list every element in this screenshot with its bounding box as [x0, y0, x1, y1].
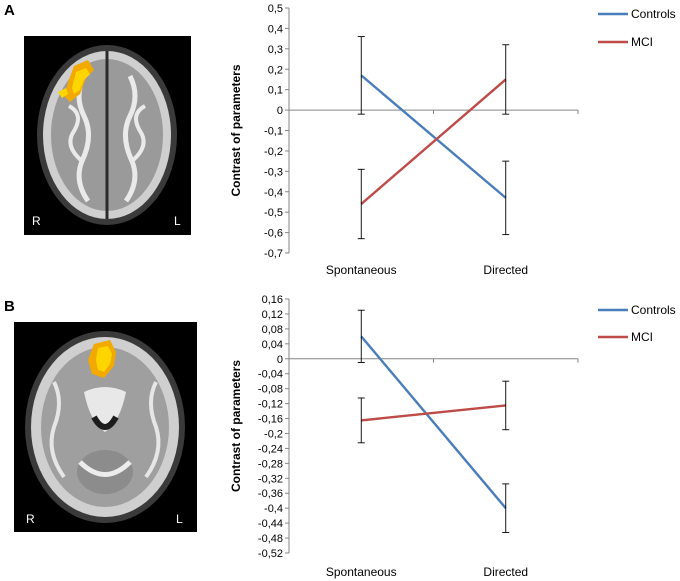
y-tick-label: 0,5: [268, 3, 283, 15]
y-tick-label: -0,36: [258, 488, 283, 500]
panel-label-a: A: [4, 2, 15, 19]
brain-right-side-label-b: R: [26, 512, 35, 526]
y-tick-label: -0,6: [264, 228, 283, 240]
y-tick-label: -0,44: [258, 518, 283, 530]
y-tick-label: 0: [277, 105, 283, 117]
y-tick-label: -0,08: [258, 384, 283, 396]
x-tick-label: Directed: [483, 263, 528, 277]
y-tick-label: -0,48: [258, 533, 283, 545]
brain-left-side-label-a: L: [174, 214, 181, 228]
y-tick-label: -0,2: [264, 428, 283, 440]
y-tick-label: -0,3: [264, 166, 283, 178]
panel-label-b: B: [4, 298, 15, 315]
brain-slice-image-b: R L: [14, 322, 197, 532]
y-tick-label: -0,5: [264, 207, 283, 219]
y-tick-label: -0,4: [264, 503, 283, 515]
legend-entry: Controls: [631, 7, 676, 21]
y-tick-label: 0,04: [262, 339, 283, 351]
y-tick-label: 0: [277, 354, 283, 366]
x-tick-label: Spontaneous: [326, 263, 397, 277]
y-tick-label: -0,12: [258, 399, 283, 411]
y-tick-label: -0,4: [264, 187, 283, 199]
series-line-mci: [360, 78, 507, 205]
x-tick-label: Directed: [483, 565, 528, 579]
y-tick-label: -0,28: [258, 458, 283, 470]
y-axis-title: Contrast of parameters: [229, 360, 243, 492]
x-tick-label: Spontaneous: [326, 565, 397, 579]
brain-left-side-label-b: L: [176, 512, 183, 526]
y-tick-label: -0,1: [264, 126, 283, 138]
y-tick-label: -0,24: [258, 443, 283, 455]
y-axis-title: Contrast of parameters: [229, 64, 243, 196]
series-line-mci: [361, 404, 506, 422]
y-tick-label: -0,04: [258, 369, 283, 381]
brain-right-side-label-a: R: [32, 214, 41, 228]
y-tick-label: -0,16: [258, 414, 283, 426]
brain-slice-image-a: R L: [24, 36, 191, 235]
y-tick-label: 0,1: [268, 85, 283, 97]
legend-entry: Controls: [631, 303, 676, 317]
legend-entry: MCI: [631, 35, 653, 49]
y-tick-label: 0,3: [268, 44, 283, 56]
y-tick-label: -0,32: [258, 473, 283, 485]
y-tick-label: -0,7: [264, 248, 283, 260]
series-line-controls: [360, 335, 507, 509]
y-tick-label: 0,12: [262, 309, 283, 321]
y-tick-label: 0,4: [268, 23, 283, 35]
y-tick-label: 0,08: [262, 324, 283, 336]
y-tick-label: -0,2: [264, 146, 283, 158]
legend-entry: MCI: [631, 330, 653, 344]
series-line-controls: [360, 74, 507, 199]
y-tick-label: 0,2: [268, 64, 283, 76]
y-tick-label: 0,16: [262, 294, 283, 306]
y-tick-label: -0,52: [258, 548, 283, 560]
